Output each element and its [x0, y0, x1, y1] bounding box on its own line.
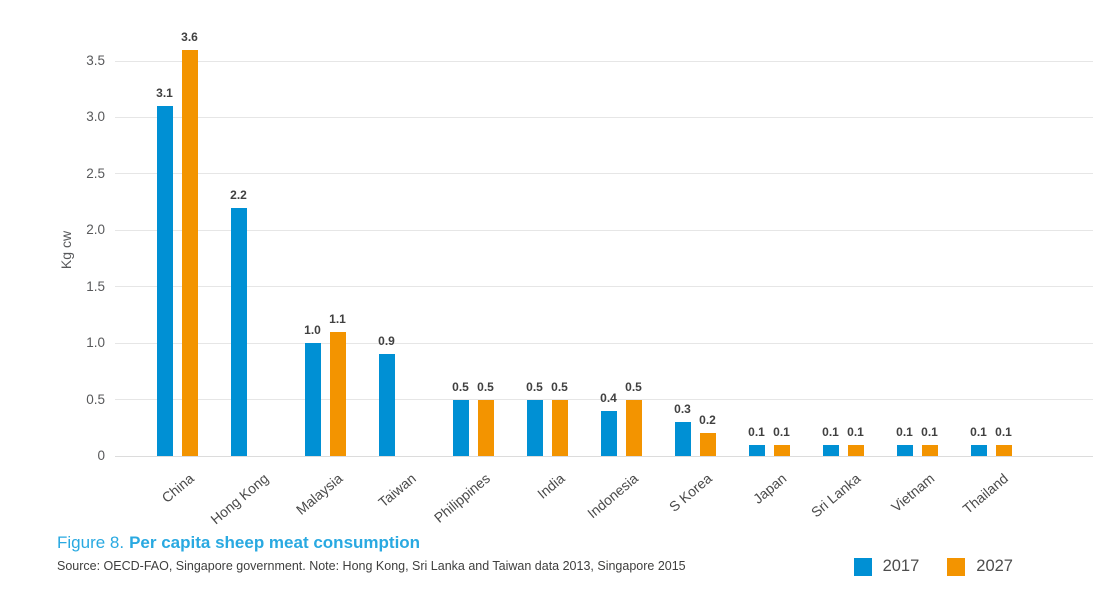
bar-2027-sri-lanka [847, 444, 864, 456]
figure-title: Per capita sheep meat consumption [129, 533, 421, 552]
bar-value-label-2017-thailand: 0.1 [970, 424, 987, 439]
x-axis-label-s-korea: S Korea [666, 470, 716, 515]
y-tick-label: 3.5 [86, 53, 105, 68]
bar-2017-hong-kong [230, 207, 247, 456]
bar-2027-thailand [995, 444, 1012, 456]
x-axis-label-india: India [533, 470, 568, 502]
legend-item-2027: 2027 [947, 557, 1013, 576]
x-axis-label-philippines: Philippines [431, 470, 494, 526]
x-axis-label-china: China [158, 470, 198, 506]
bar-2017-s-korea [674, 422, 691, 456]
bar-value-label-2017-hong-kong: 2.2 [230, 187, 247, 202]
y-tick-label: 1.5 [86, 278, 105, 294]
bar-value-label-2027-indonesia: 0.5 [625, 379, 642, 394]
legend-swatch-2017 [853, 557, 872, 576]
x-axis-label-thailand: Thailand [959, 470, 1012, 517]
bar-2017-taiwan [378, 354, 395, 456]
bar-value-label-2027-china: 3.6 [181, 29, 198, 44]
bar-value-label-2017-india: 0.5 [526, 379, 543, 394]
bar-value-label-2027-thailand: 0.1 [995, 424, 1012, 439]
gridline-2 [115, 229, 1093, 231]
legend-label-2027: 2027 [976, 557, 1013, 575]
bar-value-label-2027-malaysia: 1.1 [329, 311, 346, 326]
x-axis-label-sri-lanka: Sri Lanka [807, 470, 864, 521]
bar-value-label-2017-indonesia: 0.4 [600, 390, 617, 405]
gridline-1 [115, 342, 1093, 344]
y-tick-label: 3.0 [86, 109, 105, 125]
x-axis-label-vietnam: Vietnam [887, 470, 938, 516]
bar-2017-vietnam [896, 444, 913, 456]
gridline-2.5 [115, 173, 1093, 175]
bar-value-label-2027-japan: 0.1 [773, 424, 790, 439]
bar-2027-s-korea [699, 433, 716, 456]
y-tick-label: 0 [97, 448, 105, 463]
bar-2017-malaysia [304, 343, 321, 456]
bar-2027-japan [773, 444, 790, 456]
bar-2017-sri-lanka [822, 444, 839, 456]
bar-2017-india [526, 399, 543, 456]
y-axis-title: Kg cw [58, 230, 74, 270]
figure-number: Figure 8. [57, 533, 125, 552]
x-axis-label-taiwan: Taiwan [375, 470, 420, 511]
bar-value-label-2017-vietnam: 0.1 [896, 424, 913, 439]
bar-value-label-2017-japan: 0.1 [748, 424, 765, 439]
bar-2027-india [551, 399, 568, 456]
bar-value-label-2017-malaysia: 1.0 [304, 323, 321, 338]
bar-value-label-2017-china: 3.1 [156, 86, 173, 101]
y-tick-label: 2.5 [86, 165, 105, 181]
bar-value-label-2017-philippines: 0.5 [452, 379, 469, 394]
x-axis-label-japan: Japan [749, 470, 790, 507]
y-tick-label: 1.0 [86, 335, 105, 351]
bar-2027-philippines [477, 399, 494, 456]
source-note: Source: OECD-FAO, Singapore government. … [57, 559, 686, 573]
bar-value-label-2027-s-korea: 0.2 [699, 413, 716, 428]
bar-value-label-2017-taiwan: 0.9 [378, 334, 395, 349]
figure-caption: Figure 8. Per capita sheep meat consumpti… [57, 533, 420, 553]
gridline-1.5 [115, 286, 1093, 288]
legend-item-2017: 2017 [853, 557, 920, 576]
bar-value-label-2027-philippines: 0.5 [477, 379, 494, 394]
bar-2017-thailand [970, 444, 987, 456]
bar-value-label-2027-vietnam: 0.1 [921, 424, 938, 439]
bar-2017-japan [748, 444, 765, 456]
bar-2027-china [181, 49, 198, 456]
bar-value-label-2017-s-korea: 0.3 [674, 402, 691, 417]
bar-2017-indonesia [600, 410, 617, 456]
legend-label-2017: 2017 [882, 557, 920, 575]
gridline-0.5 [115, 399, 1093, 401]
y-tick-label: 0.5 [86, 391, 105, 407]
bar-value-label-2017-sri-lanka: 0.1 [822, 424, 839, 439]
gridline-3 [115, 116, 1093, 118]
bar-2027-indonesia [625, 399, 642, 456]
bar-2017-china [156, 106, 173, 456]
legend-swatch-2027 [947, 557, 966, 576]
bar-value-label-2027-sri-lanka: 0.1 [847, 424, 864, 439]
bar-2017-philippines [452, 399, 469, 456]
gridline-3.5 [115, 60, 1093, 62]
gridline-0 [115, 455, 1093, 457]
legend: 2017 2027 [853, 557, 1013, 576]
y-tick-label: 2.0 [86, 222, 105, 238]
bar-2027-vietnam [921, 444, 938, 456]
x-axis-label-malaysia: Malaysia [292, 470, 346, 518]
x-axis-label-indonesia: Indonesia [584, 470, 642, 522]
bar-value-label-2027-india: 0.5 [551, 379, 568, 394]
x-axis-label-hong-kong: Hong Kong [207, 470, 272, 528]
bar-2027-malaysia [329, 331, 346, 456]
